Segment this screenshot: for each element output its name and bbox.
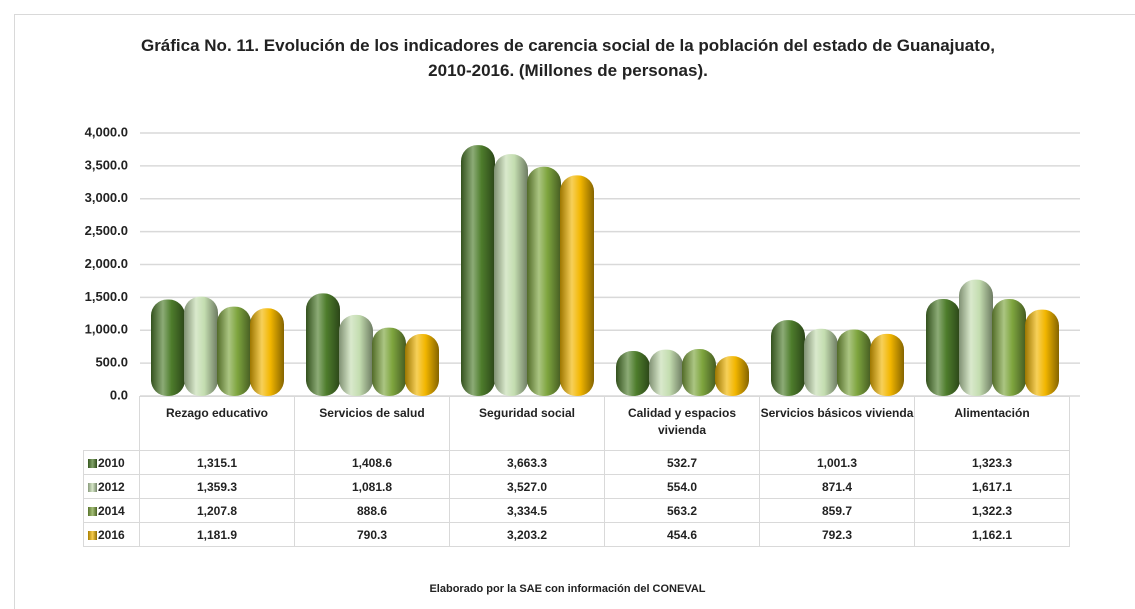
table-row: 2010 1,315.1 1,408.6 3,663.3 532.7 1,001.3 1,3…: [83, 450, 1070, 475]
table-row: 2016 1,181.9 790.3 3,203.2 454.6 792.3 1,162.1: [83, 522, 1070, 547]
category-label: Servicios de salud: [294, 396, 450, 451]
table-corner: [84, 397, 140, 451]
y-tick-label: 3,500.0: [85, 157, 128, 172]
chart-title: Gráfica No. 11. Evolución de los indicad…: [140, 36, 996, 80]
data-label: 1,322.3: [914, 498, 1070, 523]
bar: [461, 145, 495, 396]
bar: [494, 154, 528, 396]
y-tick-label: 500.0: [95, 355, 128, 370]
table-row: 2012 1,359.3 1,081.8 3,527.0 554.0 871.4 1,617…: [83, 474, 1070, 499]
frame: [14, 14, 1135, 609]
bar: [992, 299, 1026, 396]
data-label: 1,315.1: [139, 450, 295, 475]
category-label: Seguridad social: [449, 396, 605, 451]
bar: [1025, 309, 1059, 396]
legend-entry: 2012: [83, 474, 140, 499]
category-label: Rezago educativo: [139, 396, 295, 451]
legend-label: 2010: [98, 455, 125, 470]
legend-entry: 2016: [83, 522, 140, 547]
data-label: 3,663.3: [449, 450, 605, 475]
y-tick-label: 3,000.0: [85, 190, 128, 205]
bar: [959, 279, 993, 396]
data-label: 563.2: [604, 498, 760, 523]
legend-swatch: [88, 482, 97, 492]
bar: [715, 356, 749, 396]
data-label: 888.6: [294, 498, 450, 523]
data-label: 1,207.8: [139, 498, 295, 523]
bar: [837, 329, 871, 396]
data-label: 859.7: [759, 498, 915, 523]
y-tick-label: 4,000.0: [85, 124, 128, 139]
y-tick-label: 1,000.0: [85, 322, 128, 337]
data-label: 871.4: [759, 474, 915, 499]
bar: [682, 348, 716, 396]
bar: [616, 350, 650, 396]
y-tick-label: 2,000.0: [85, 256, 128, 271]
bar: [804, 328, 838, 396]
data-label: 3,334.5: [449, 498, 605, 523]
data-label: 532.7: [604, 450, 760, 475]
legend-swatch: [88, 458, 97, 468]
data-label: 554.0: [604, 474, 760, 499]
legend-label: 2012: [98, 479, 125, 494]
table-header-row: Rezago educativo Servicios de salud Seguri…: [84, 396, 1070, 451]
bar: [649, 349, 683, 396]
data-label: 1,323.3: [914, 450, 1070, 475]
data-label: 790.3: [294, 522, 450, 547]
category-label: Calidad y espacios vivienda: [604, 396, 760, 451]
bar: [560, 175, 594, 396]
data-label: 1,408.6: [294, 450, 450, 475]
data-label: 1,162.1: [914, 522, 1070, 547]
y-tick-label: 2,500.0: [85, 223, 128, 238]
bar: [184, 296, 218, 396]
data-label: 1,081.8: [294, 474, 450, 499]
category-label: Servicios básicos vivienda: [759, 396, 915, 451]
legend-swatch: [88, 530, 97, 540]
data-label: 1,181.9: [139, 522, 295, 547]
bar: [527, 166, 561, 396]
legend-entry: 2010: [83, 450, 140, 475]
y-tick-label: 0.0: [110, 387, 128, 402]
source-note: Elaborado por la SAE con información del…: [429, 583, 706, 595]
bar: [926, 298, 960, 396]
bar: [306, 293, 340, 396]
bar: [405, 334, 439, 396]
data-label: 3,203.2: [449, 522, 605, 547]
bar: [250, 308, 284, 396]
data-label: 792.3: [759, 522, 915, 547]
legend-label: 2016: [98, 527, 125, 542]
data-label: 3,527.0: [449, 474, 605, 499]
legend-label: 2014: [98, 503, 125, 518]
data-table: Rezago educativo Servicios de salud Seguri…: [83, 396, 1070, 547]
bar: [870, 333, 904, 396]
legend-swatch: [88, 506, 97, 516]
category-label: Alimentación: [914, 396, 1070, 451]
bar: [151, 299, 185, 396]
bar: [339, 314, 373, 396]
data-label: 454.6: [604, 522, 760, 547]
y-tick-label: 1,500.0: [85, 289, 128, 304]
data-label: 1,001.3: [759, 450, 915, 475]
bar: [372, 327, 406, 396]
data-label: 1,359.3: [139, 474, 295, 499]
table-row: 2014 1,207.8 888.6 3,334.5 563.2 859.7 1,322.3: [83, 498, 1070, 523]
legend-entry: 2014: [83, 498, 140, 523]
data-label: 1,617.1: [914, 474, 1070, 499]
bar: [771, 320, 805, 396]
bar: [217, 306, 251, 396]
